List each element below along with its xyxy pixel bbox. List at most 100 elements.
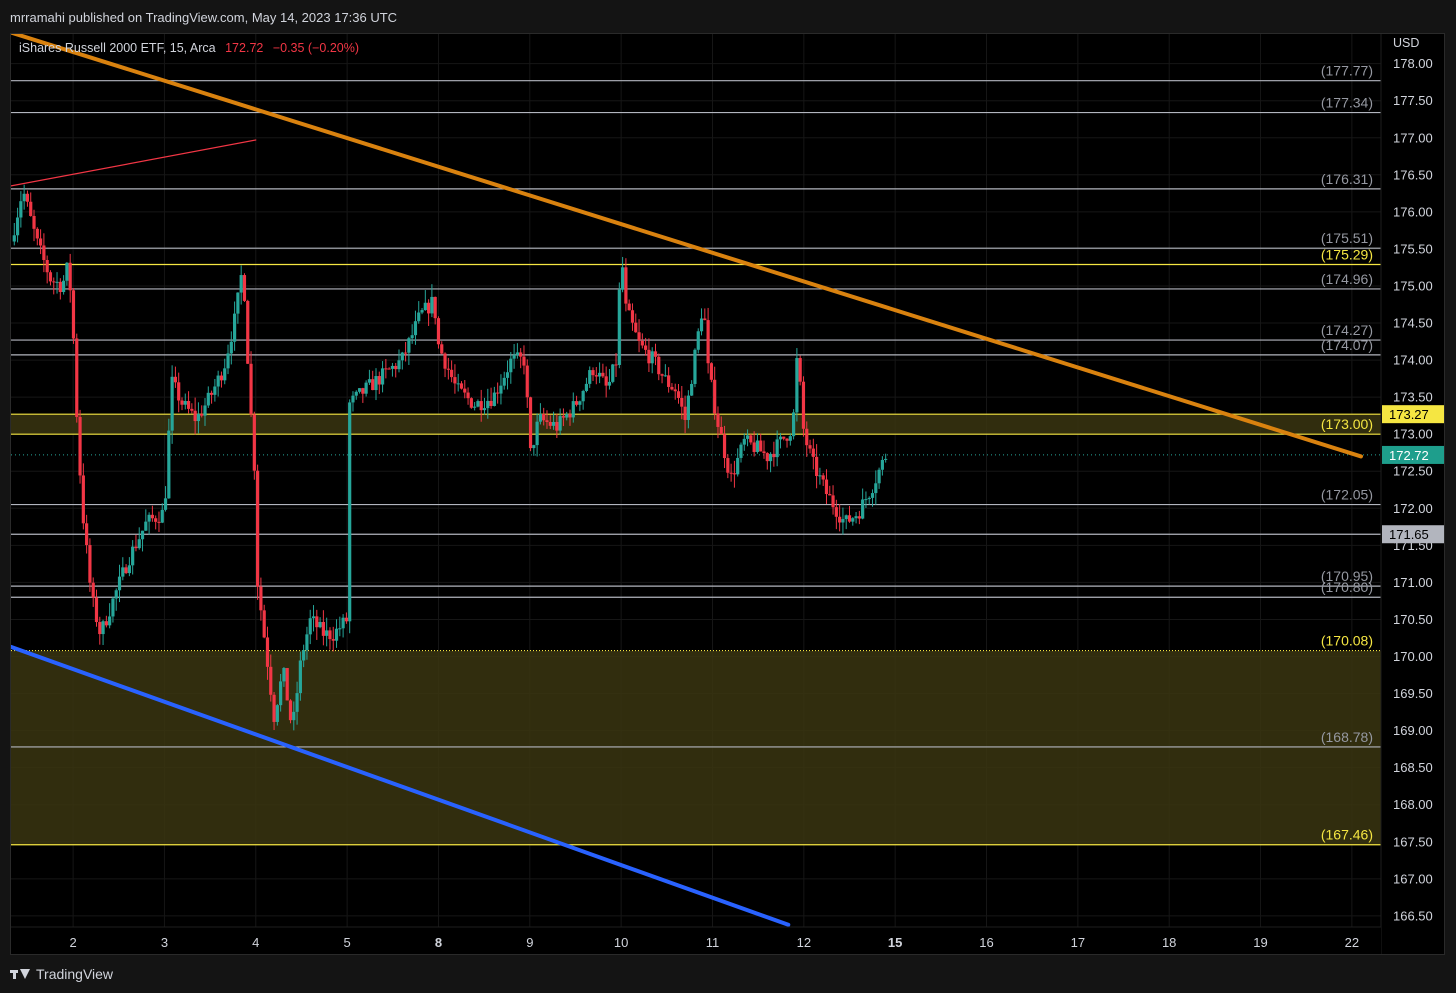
price-tick: 174.00 [1393, 353, 1433, 368]
time-tick: 3 [161, 935, 168, 950]
level-label: (167.46) [1321, 827, 1373, 843]
candle-body [269, 666, 273, 695]
candle-body [357, 388, 362, 392]
candle-body [880, 459, 884, 470]
candle-body [640, 340, 644, 346]
time-tick: 4 [252, 935, 259, 950]
candle-body [703, 318, 707, 321]
candle-body [282, 668, 286, 682]
candle-body [183, 400, 187, 405]
candle-body [453, 377, 457, 384]
candle-body [246, 300, 250, 364]
candle-body [759, 440, 763, 452]
level-label: (170.95) [1321, 568, 1373, 584]
time-tick: 18 [1162, 935, 1176, 950]
candle-body [348, 402, 352, 622]
candle-body [762, 451, 766, 454]
candle-body [581, 391, 585, 402]
candle-body [318, 621, 322, 628]
time-tick: 12 [797, 935, 811, 950]
candle-body [555, 421, 559, 431]
candle-body [98, 622, 102, 635]
candle-body [15, 217, 20, 236]
candle-body [292, 711, 296, 721]
candle-body [870, 493, 875, 498]
candle-body [177, 382, 181, 401]
price-tick: 167.50 [1393, 834, 1433, 849]
candle-body [35, 228, 39, 239]
chart-frame[interactable]: iShares Russell 2000 ETF, 15, Arca 172.7… [10, 33, 1445, 955]
candle-body [653, 351, 658, 357]
candle-body [262, 610, 266, 638]
candle-body [644, 345, 648, 350]
time-axis [11, 927, 1381, 954]
price-tick: 166.50 [1393, 908, 1433, 923]
candle-body [75, 338, 79, 417]
candle-body [597, 372, 602, 377]
level-label: (173.00) [1321, 416, 1373, 432]
candle-body [686, 395, 690, 420]
candle-body [19, 201, 23, 218]
candle-body [561, 416, 566, 418]
candle-body [709, 363, 713, 380]
candle-body [229, 341, 233, 354]
candle-body [828, 494, 832, 496]
candle-body [673, 389, 677, 392]
time-tick: 10 [614, 935, 628, 950]
candle-body [121, 567, 125, 577]
candle-body [726, 458, 730, 473]
candle-body [811, 448, 815, 457]
price-tick: 169.00 [1393, 723, 1433, 738]
candle-body [400, 352, 404, 361]
footer: TradingView [0, 956, 1456, 993]
candle-body [821, 475, 825, 480]
level-label: (175.51) [1321, 230, 1373, 246]
candle-body [38, 238, 43, 246]
candle-body [482, 408, 487, 411]
candle-body [68, 262, 72, 291]
candle-body [85, 523, 89, 546]
price-badge-label: 172.72 [1389, 448, 1429, 463]
candle-body [311, 616, 316, 619]
price-tick: 170.00 [1393, 649, 1433, 664]
candle-body [532, 445, 536, 449]
level-label: (176.31) [1321, 171, 1373, 187]
candle-body [157, 521, 161, 523]
candle-body [670, 386, 674, 390]
candle-body [607, 381, 612, 386]
symbol-name: iShares Russell 2000 ETF, 15, Arca [19, 41, 216, 55]
candle-body [252, 414, 256, 471]
candle-body [216, 375, 220, 387]
candle-body [403, 352, 408, 354]
candle-body [558, 416, 562, 431]
candle-body [226, 353, 230, 369]
candle-body [117, 576, 122, 591]
candle-body [137, 539, 141, 549]
tradingview-logo-icon [10, 968, 30, 980]
price-tick: 173.00 [1393, 427, 1433, 442]
candle-body [446, 368, 450, 370]
candle-body [824, 479, 829, 495]
candle-body [713, 379, 717, 414]
candle-body [32, 215, 36, 229]
candlestick-chart[interactable]: (177.77) (177.34) (176.31) (175.51)(175.29)… [11, 34, 1445, 955]
price-tick: 177.50 [1393, 93, 1433, 108]
candle-body [765, 453, 769, 462]
candle-body [791, 412, 796, 437]
symbol-legend: iShares Russell 2000 ETF, 15, Arca 172.7… [19, 41, 359, 55]
candle-body [512, 354, 516, 359]
candle-body [657, 356, 661, 375]
candle-body [81, 475, 85, 524]
level-label: (172.05) [1321, 487, 1373, 503]
candle-body [459, 383, 464, 389]
candle-body [736, 457, 740, 475]
candle-body [499, 385, 503, 394]
price-tick: 173.50 [1393, 390, 1433, 405]
candle-body [219, 375, 224, 381]
currency-label: USD [1393, 36, 1419, 50]
candle-body [768, 453, 773, 462]
price-badge [1382, 445, 1444, 464]
candle-body [505, 372, 510, 378]
tradingview-logo[interactable]: TradingView [10, 966, 113, 982]
last-price: 172.72 [225, 41, 264, 55]
